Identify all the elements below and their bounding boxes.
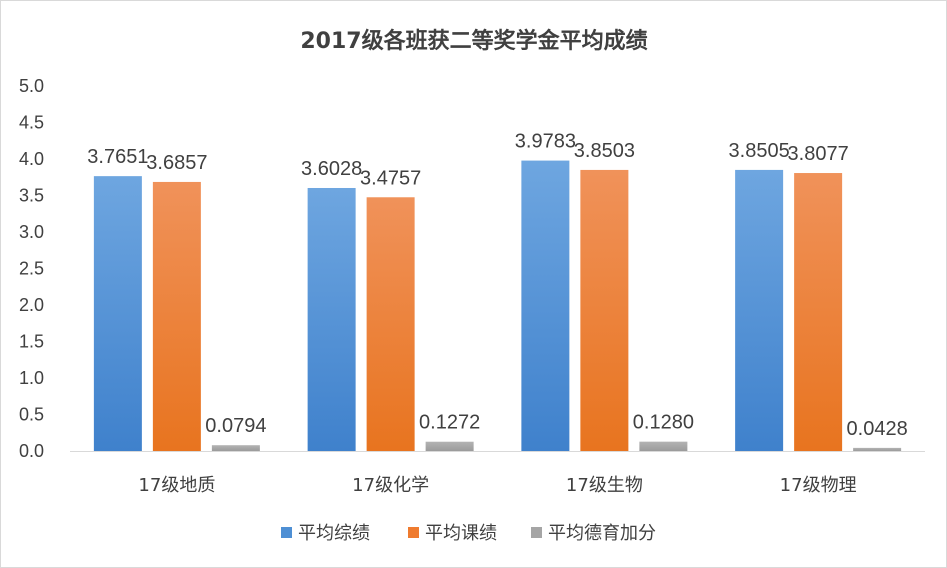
bar-composite-4	[735, 169, 784, 451]
legend-label: 平均课绩	[425, 523, 497, 544]
x-category-label: 17级化学	[352, 475, 429, 496]
legend-swatch	[531, 527, 542, 538]
bars-group	[93, 160, 902, 451]
data-label: 3.6028	[301, 158, 362, 180]
data-label: 3.4757	[360, 167, 421, 189]
legend: 平均综绩 平均课绩 平均德育加分	[281, 523, 656, 544]
data-label: 3.8077	[788, 143, 849, 165]
bar-moral-4	[853, 447, 902, 451]
x-category-label: 17级物理	[780, 475, 857, 496]
y-tick-label: 2.5	[19, 259, 44, 279]
y-tick-label: 5.0	[19, 76, 44, 96]
data-label: 0.0428	[847, 418, 908, 440]
data-label: 3.8503	[574, 140, 635, 162]
x-axis: 17级地质 17级化学 17级生物 17级物理	[70, 451, 925, 496]
y-tick-label: 0.5	[19, 405, 44, 425]
y-tick-label: 1.0	[19, 368, 44, 388]
y-tick-label: 1.5	[19, 332, 44, 352]
chart-title: 2017级各班获二等奖学金平均成绩	[300, 28, 647, 54]
bar-composite-3	[521, 160, 570, 451]
data-label: 0.1272	[419, 412, 480, 434]
y-tick-label: 4.5	[19, 113, 44, 133]
data-label: 0.0794	[205, 415, 266, 437]
bar-course-1	[152, 181, 201, 451]
y-tick-label: 3.0	[19, 222, 44, 242]
bar-course-2	[366, 197, 415, 451]
bar-moral-2	[425, 441, 474, 451]
y-tick-label: 0.0	[19, 441, 44, 461]
y-tick-label: 2.0	[19, 295, 44, 315]
bar-moral-1	[211, 445, 260, 451]
legend-swatch	[408, 527, 419, 538]
y-tick-label: 3.5	[19, 186, 44, 206]
bar-course-4	[794, 173, 843, 451]
data-label: 3.6857	[146, 152, 207, 174]
data-label: 3.8505	[729, 140, 790, 162]
x-category-label: 17级地质	[138, 475, 215, 496]
legend-swatch	[281, 527, 292, 538]
data-label: 3.9783	[515, 131, 576, 153]
x-category-label: 17级生物	[566, 475, 643, 496]
legend-label: 平均德育加分	[548, 523, 656, 544]
bar-composite-2	[307, 187, 356, 451]
data-label: 3.7651	[87, 146, 148, 168]
y-axis: 0.0 0.5 1.0 1.5 2.0 2.5 3.0 3.5 4.0 4.5 5.0	[19, 76, 44, 461]
y-tick-label: 4.0	[19, 149, 44, 169]
legend-label: 平均综绩	[298, 523, 370, 544]
bar-moral-3	[639, 441, 688, 451]
bar-course-3	[580, 169, 629, 451]
bar-composite-1	[93, 176, 142, 451]
data-label: 0.1280	[633, 412, 694, 434]
